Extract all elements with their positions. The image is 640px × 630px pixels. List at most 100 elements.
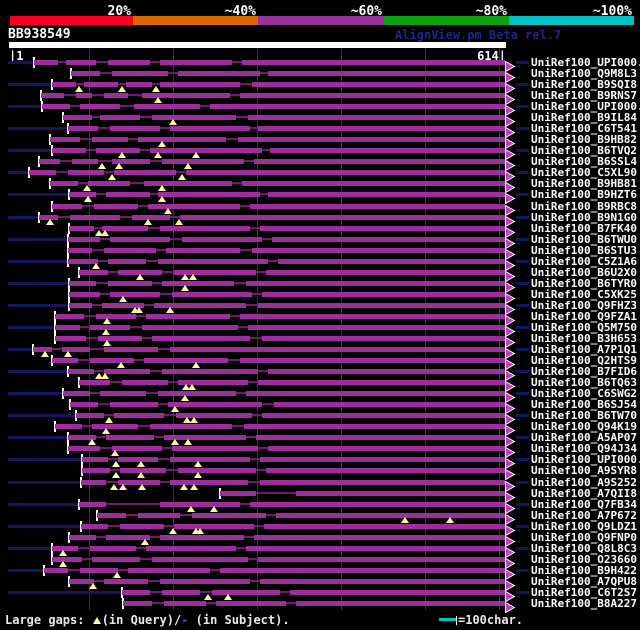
subject-label[interactable]: UniRef100_A7QPU8 xyxy=(531,575,637,588)
subject-overhang-right xyxy=(516,458,529,461)
subject-label[interactable]: UniRef100_B9IL84 xyxy=(531,111,637,124)
subject-label[interactable]: UniRef100_B9N1G0 xyxy=(531,211,637,224)
scale-label: ~100% xyxy=(592,4,632,19)
subject-label[interactable]: UniRef100_Q2HTS9 xyxy=(531,354,637,367)
subject-label[interactable]: UniRef100_B9HB81 xyxy=(531,177,637,190)
subject-label[interactable]: UniRef100_UPI000.. xyxy=(531,453,640,466)
subject-label[interactable]: UniRef100_B6STU3 xyxy=(531,244,637,257)
subject-label[interactable]: UniRef100_B9HB82 xyxy=(531,133,637,146)
subject-label[interactable]: UniRef100_A7QII8 xyxy=(531,487,637,500)
query-gap-triangle-icon xyxy=(144,219,152,225)
query-gap-triangle-icon xyxy=(113,572,121,578)
hsp-bar-segment xyxy=(98,336,142,341)
subject-label[interactable]: UniRef100_Q9FZA1 xyxy=(531,310,637,323)
subject-label[interactable]: UniRef100_A7P672 xyxy=(531,509,637,522)
query-gap-triangle-icon xyxy=(46,219,54,225)
subject-label[interactable]: UniRef100_UPI000.. xyxy=(531,56,640,69)
hsp-bar-segment xyxy=(212,590,280,595)
hsp-bar-segment xyxy=(254,535,505,540)
query-gap-triangle-icon xyxy=(196,528,204,534)
query-gap-triangle-icon xyxy=(84,196,92,202)
subject-overhang-right xyxy=(516,149,529,152)
subject-label[interactable]: UniRef100_B9RBC8 xyxy=(531,200,637,213)
subject-overhang-left xyxy=(8,171,29,174)
subject-label[interactable]: UniRef100_A9S252 xyxy=(531,476,637,489)
subject-label[interactable]: UniRef100_B3H653 xyxy=(531,332,637,345)
query-gap-triangle-icon xyxy=(180,484,188,490)
subject-label[interactable]: UniRef100_Q9FNP0 xyxy=(531,531,637,544)
subject-label[interactable]: UniRef100_C6SWG2 xyxy=(531,387,637,400)
hundred-char-line-icon xyxy=(439,618,456,621)
subject-label[interactable]: UniRef100_C5XK25 xyxy=(531,288,637,301)
hsp-arrowhead-icon xyxy=(505,333,516,352)
hsp-bar-segment xyxy=(96,148,140,153)
hsp-bar-segment xyxy=(210,104,505,109)
hsp-bar-segment xyxy=(176,413,252,418)
hsp-bar-segment xyxy=(118,270,162,275)
subject-label[interactable]: UniRef100_Q9FHZ3 xyxy=(531,299,637,312)
hsp-bar-segment xyxy=(63,391,90,396)
hsp-bar-segment xyxy=(33,347,52,352)
query-gap-triangle-icon xyxy=(119,296,127,302)
hsp-bar-segment xyxy=(160,502,240,507)
hsp-bar-segment xyxy=(76,93,92,98)
subject-label[interactable]: UniRef100_B7FK40 xyxy=(531,222,637,235)
subject-label[interactable]: UniRef100_B6SJ54 xyxy=(531,398,637,411)
subject-label[interactable]: UniRef100_UPI000.. xyxy=(531,100,640,113)
subject-label[interactable]: UniRef100_Q7FB34 xyxy=(531,498,637,511)
subject-label[interactable]: UniRef100_B6U2X0 xyxy=(531,266,637,279)
hsp-bar-segment xyxy=(79,270,108,275)
hsp-bar-segment xyxy=(168,402,262,407)
subject-label[interactable]: UniRef100_B6TYR0 xyxy=(531,277,637,290)
hsp-bar-segment xyxy=(266,468,505,473)
subject-label[interactable]: UniRef100_B7FID6 xyxy=(531,365,637,378)
subject-label[interactable]: UniRef100_O23660 xyxy=(531,553,637,566)
subject-label[interactable]: UniRef100_Q94J34 xyxy=(531,442,637,455)
hsp-bar-segment xyxy=(246,546,505,551)
subject-label[interactable]: UniRef100_B6TQ63 xyxy=(531,376,637,389)
query-gap-triangle-icon xyxy=(189,274,197,280)
query-gap-triangle-icon xyxy=(98,163,106,169)
query-gap-triangle-icon xyxy=(64,351,72,357)
subject-label[interactable]: UniRef100_C5XL90 xyxy=(531,166,637,179)
subject-label[interactable]: UniRef100_B9SQI8 xyxy=(531,78,637,91)
query-gap-triangle-icon xyxy=(154,152,162,158)
hsp-arrowhead-icon xyxy=(505,499,516,518)
subject-label[interactable]: UniRef100_Q9LDZ1 xyxy=(531,520,637,533)
subject-label[interactable]: UniRef100_Q9M8L3 xyxy=(531,67,637,80)
hsp-bar-segment xyxy=(158,259,268,264)
hsp-bar-segment xyxy=(120,524,164,529)
subject-overhang-left xyxy=(8,392,63,395)
hsp-bar-segment xyxy=(72,159,98,164)
subject-label[interactable]: UniRef100_Q8L8C3 xyxy=(531,542,637,555)
hsp-bar-segment xyxy=(81,524,108,529)
subject-overhang-left xyxy=(8,326,55,329)
subject-label[interactable]: UniRef100_B9HZT6 xyxy=(531,188,637,201)
subject-label[interactable]: UniRef100_B6TW70 xyxy=(531,409,637,422)
query-gap-triangle-icon xyxy=(154,97,162,103)
subject-label[interactable]: UniRef100_A9SYR8 xyxy=(531,464,637,477)
hsp-bar-segment xyxy=(112,71,168,76)
subject-label[interactable]: UniRef100_C6T541 xyxy=(531,122,637,135)
subject-label[interactable]: UniRef100_B6TVQ2 xyxy=(531,144,637,157)
query-gap-triangle-icon xyxy=(75,86,83,92)
hsp-bar-segment xyxy=(160,226,250,231)
subject-label[interactable]: UniRef100_C5Z1A6 xyxy=(531,255,637,268)
ruler-start-label: |1 xyxy=(9,49,24,63)
query-gap-triangle-icon xyxy=(182,384,190,390)
subject-label[interactable]: UniRef100_Q5M750 xyxy=(531,321,637,334)
subject-label[interactable]: UniRef100_A5AP07 xyxy=(531,431,637,444)
subject-label[interactable]: UniRef100_A7P1Q1 xyxy=(531,343,637,356)
hsp-bar-segment xyxy=(71,71,100,76)
subject-label[interactable]: UniRef100_C6T2S7 xyxy=(531,586,637,599)
subject-label[interactable]: UniRef100_Q94K19 xyxy=(531,420,637,433)
hsp-bar-segment xyxy=(118,457,158,462)
subject-label[interactable]: UniRef100_B9RNS7 xyxy=(531,89,637,102)
query-gap-triangle-icon xyxy=(158,196,166,202)
subject-label[interactable]: UniRef100_B8A227 xyxy=(531,597,637,610)
subject-label[interactable]: UniRef100_B6TWU0 xyxy=(531,233,637,246)
subject-label[interactable]: UniRef100_B9H422 xyxy=(531,564,637,577)
hsp-bar-segment xyxy=(220,568,505,573)
subject-label[interactable]: UniRef100_B6SSL4 xyxy=(531,155,637,168)
hsp-bar-segment xyxy=(142,93,230,98)
